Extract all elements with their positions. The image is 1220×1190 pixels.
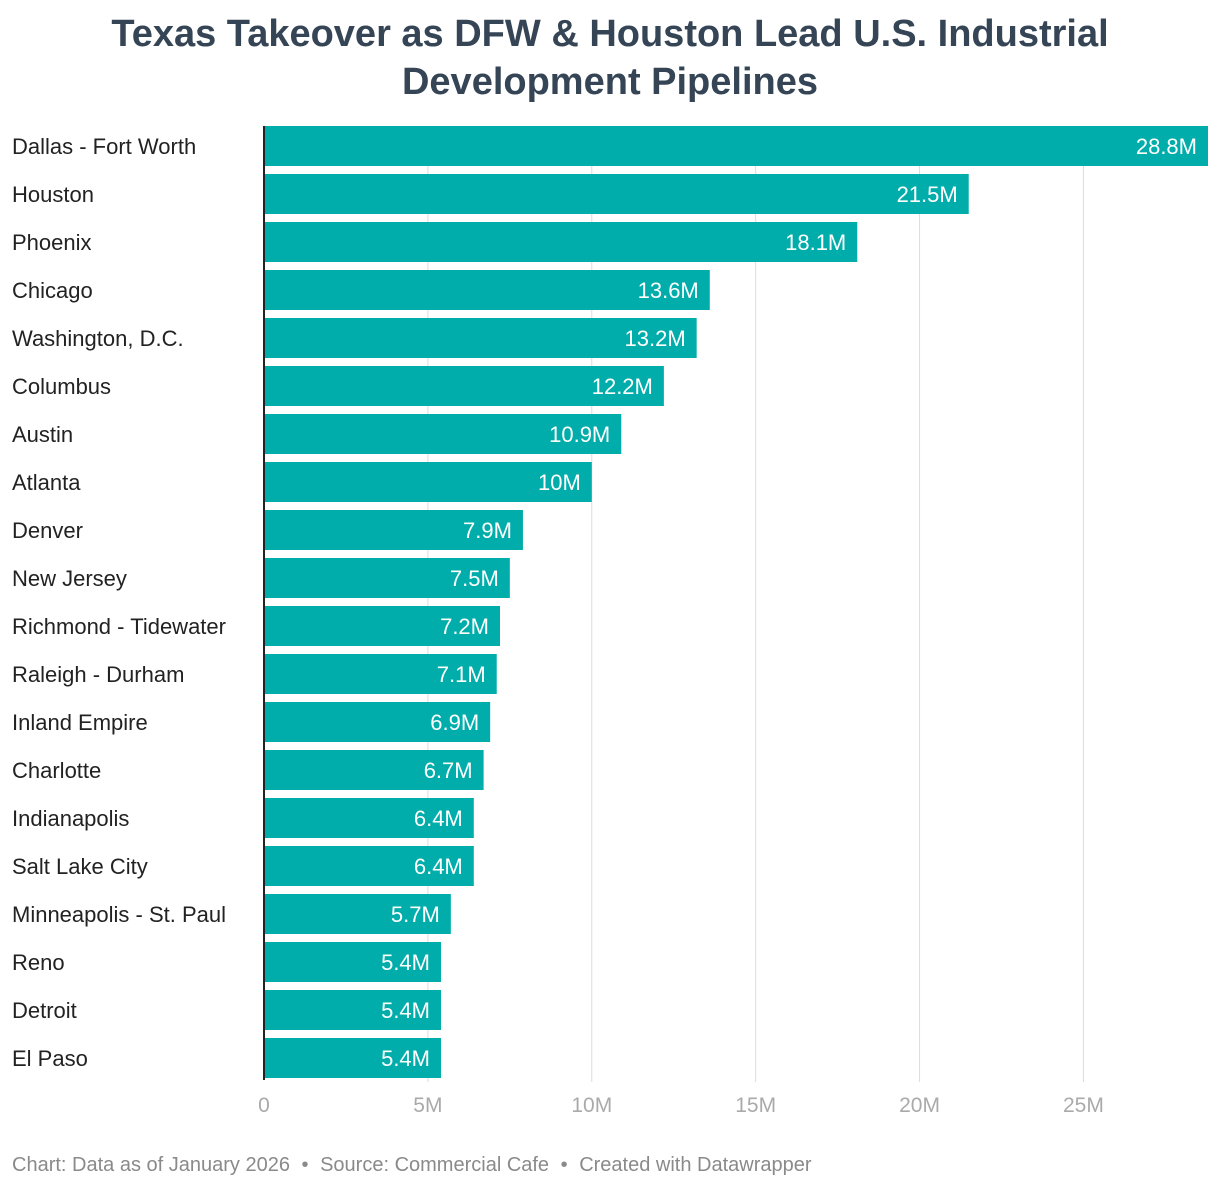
bar xyxy=(264,606,500,646)
value-label: 6.4M xyxy=(414,806,463,831)
category-label: Houston xyxy=(12,182,94,207)
value-label: 5.4M xyxy=(381,1046,430,1071)
category-label: El Paso xyxy=(12,1046,88,1071)
category-label: Detroit xyxy=(12,998,77,1023)
bar xyxy=(264,846,474,886)
category-label: Salt Lake City xyxy=(12,854,148,879)
x-tick-label: 15M xyxy=(735,1094,776,1117)
value-label: 13.2M xyxy=(625,326,686,351)
category-label: Austin xyxy=(12,422,73,447)
category-label: Chicago xyxy=(12,278,93,303)
bar xyxy=(264,126,1208,166)
bar xyxy=(264,894,451,934)
value-label: 5.4M xyxy=(381,998,430,1023)
value-label: 28.8M xyxy=(1136,134,1197,159)
x-tick-label: 0 xyxy=(258,1094,270,1117)
x-tick-label: 20M xyxy=(899,1094,940,1117)
category-label: Raleigh - Durham xyxy=(12,662,184,687)
gridlines xyxy=(427,126,1084,1082)
bar xyxy=(264,270,710,310)
x-axis-ticks: 0 5M 10M 15M 20M 25M xyxy=(258,1094,1104,1117)
category-label: Charlotte xyxy=(12,758,101,783)
bars xyxy=(264,126,1208,1078)
bar xyxy=(264,702,491,742)
chart-footer: Chart: Data as of January 2026 • Source:… xyxy=(12,1154,812,1177)
footer-separator: • xyxy=(560,1154,568,1176)
bar xyxy=(264,462,592,502)
category-label: Reno xyxy=(12,950,65,975)
x-tick-label: 5M xyxy=(413,1094,442,1117)
value-label: 10M xyxy=(538,470,581,495)
category-label: Atlanta xyxy=(12,470,81,495)
category-label: Minneapolis - St. Paul xyxy=(12,902,226,927)
bar xyxy=(264,558,510,598)
category-label: Richmond - Tidewater xyxy=(12,614,226,639)
chart-title-line-1: Texas Takeover as DFW & Houston Lead U.S… xyxy=(111,13,1109,55)
category-label: Phoenix xyxy=(12,230,92,255)
x-tick-label: 25M xyxy=(1063,1094,1104,1117)
bar xyxy=(264,798,474,838)
footer-source: Source: Commercial Cafe xyxy=(320,1154,550,1176)
footer-chart-note: Chart: Data as of January 2026 xyxy=(12,1154,290,1176)
value-label: 7.9M xyxy=(463,518,512,543)
value-label: 10.9M xyxy=(549,422,610,447)
value-label: 5.4M xyxy=(381,950,430,975)
value-label: 12.2M xyxy=(592,374,653,399)
value-label: 21.5M xyxy=(897,182,958,207)
value-label: 6.9M xyxy=(430,710,479,735)
bar xyxy=(264,366,664,406)
footer-credit: Created with Datawrapper xyxy=(579,1154,812,1176)
value-label: 7.2M xyxy=(440,614,489,639)
category-label: Dallas - Fort Worth xyxy=(12,134,196,159)
bar xyxy=(264,942,441,982)
category-label: Inland Empire xyxy=(12,710,148,735)
value-label: 13.6M xyxy=(638,278,699,303)
bar xyxy=(264,510,523,550)
footer-separator: • xyxy=(301,1154,309,1176)
value-label: 7.5M xyxy=(450,566,499,591)
category-labels: Dallas - Fort Worth Houston Phoenix Chicago… xyxy=(12,134,226,1071)
bar xyxy=(264,990,441,1030)
bar xyxy=(264,318,697,358)
bar xyxy=(264,222,858,262)
category-label: New Jersey xyxy=(12,566,127,591)
category-label: Indianapolis xyxy=(12,806,129,831)
category-label: Washington, D.C. xyxy=(12,326,184,351)
value-label: 6.7M xyxy=(424,758,473,783)
value-label: 18.1M xyxy=(785,230,846,255)
chart-title-line-2: Development Pipelines xyxy=(401,61,818,103)
value-labels: 28.8M 21.5M 18.1M 13.6M 13.2M 12.2M 10.9M 10M 7.… xyxy=(381,134,1197,1071)
bar xyxy=(264,174,969,214)
value-label: 6.4M xyxy=(414,854,463,879)
x-tick-label: 10M xyxy=(571,1094,612,1117)
bar xyxy=(264,1038,441,1078)
bar xyxy=(264,750,484,790)
category-label: Columbus xyxy=(12,374,111,399)
bar xyxy=(264,654,497,694)
bar xyxy=(264,414,622,454)
chart-title: Texas Takeover as DFW & Houston Lead U.S… xyxy=(0,10,1220,106)
value-label: 5.7M xyxy=(391,902,440,927)
category-label: Denver xyxy=(12,518,83,543)
value-label: 7.1M xyxy=(437,662,486,687)
